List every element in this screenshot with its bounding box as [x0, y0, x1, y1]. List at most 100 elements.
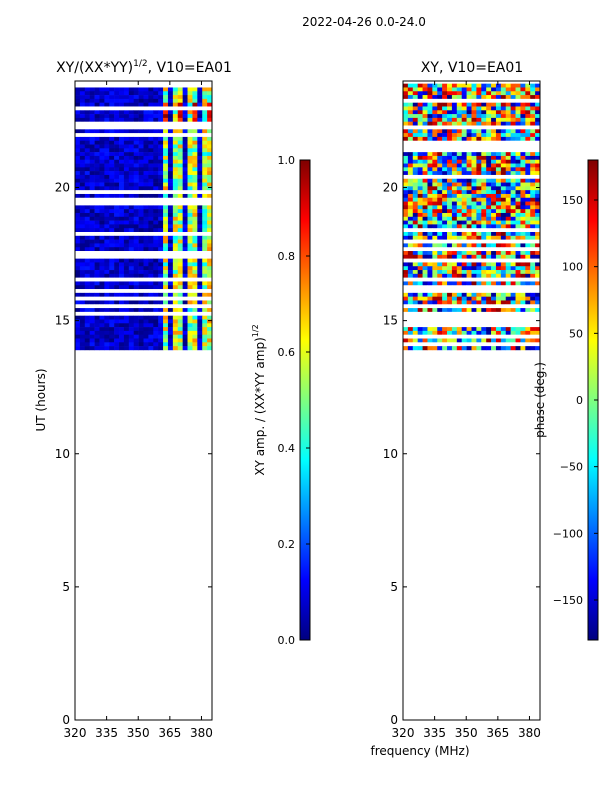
heatmap-cell: [84, 285, 90, 290]
heatmap-cell: [432, 197, 438, 202]
heatmap-cell: [456, 243, 463, 248]
heatmap-cell: [79, 190, 86, 195]
heatmap-cell: [476, 254, 482, 259]
heatmap-cell: [530, 152, 536, 157]
heatmap-cell: [403, 171, 409, 176]
heatmap-cell: [143, 209, 149, 214]
heatmap-cell: [172, 224, 179, 229]
heatmap-cell: [422, 258, 428, 263]
heatmap-cell: [432, 159, 438, 164]
heatmap-cell: [119, 91, 125, 96]
heatmap-cell: [104, 296, 110, 301]
heatmap-cell: [104, 197, 110, 202]
heatmap-cell: [163, 228, 169, 233]
heatmap-cell: [187, 163, 193, 168]
heatmap-cell: [520, 91, 526, 96]
heatmap-cell: [128, 190, 135, 195]
heatmap-cell: [486, 186, 492, 191]
heatmap-cell: [114, 277, 120, 282]
heatmap-cell: [167, 292, 174, 297]
heatmap-cell: [104, 292, 110, 297]
heatmap-cell: [163, 117, 169, 122]
heatmap-cell: [167, 212, 174, 218]
heatmap-cell: [167, 319, 174, 324]
heatmap-cell: [109, 110, 115, 115]
heatmap-cell: [520, 178, 526, 183]
heatmap-cell: [476, 266, 482, 271]
heatmap-cell: [158, 212, 164, 218]
heatmap-cell: [437, 129, 443, 134]
heatmap-cell: [202, 129, 208, 134]
heatmap-cell: [495, 98, 502, 103]
heatmap-cell: [456, 258, 463, 263]
heatmap-cell: [515, 167, 521, 172]
heatmap-cell: [202, 311, 208, 316]
heatmap-cell: [495, 292, 502, 297]
heatmap-cell: [403, 110, 409, 115]
heatmap-cell: [412, 148, 418, 153]
heatmap-cell: [491, 98, 497, 103]
heatmap-cell: [403, 205, 409, 210]
heatmap-cell: [114, 178, 120, 183]
heatmap-cell: [530, 235, 536, 240]
heatmap-cell: [461, 273, 467, 278]
heatmap-cell: [491, 258, 497, 263]
heatmap-cell: [123, 106, 130, 111]
heatmap-cell: [94, 171, 100, 176]
heatmap-cell: [119, 220, 125, 225]
heatmap-cell: [123, 315, 130, 320]
phase-ytick-label: 0: [390, 713, 398, 727]
heatmap-cell: [471, 228, 477, 233]
heatmap-cell: [442, 171, 448, 176]
heatmap-cell: [530, 159, 536, 164]
heatmap-cell: [476, 323, 482, 328]
heatmap-cell: [505, 140, 511, 145]
phase-ytick-label: 10: [383, 447, 398, 461]
heatmap-cell: [447, 300, 453, 305]
heatmap-cell: [407, 98, 414, 103]
heatmap-cell: [153, 251, 159, 256]
heatmap-cell: [163, 110, 169, 115]
heatmap-cell: [422, 308, 428, 313]
heatmap-cell: [167, 224, 174, 229]
heatmap-cell: [192, 330, 198, 335]
heatmap-cell: [422, 171, 428, 176]
heatmap-cell: [486, 159, 492, 164]
heatmap-cell: [177, 171, 183, 176]
heatmap-cell: [79, 102, 86, 107]
heatmap-cell: [422, 319, 428, 324]
heatmap-cell: [177, 296, 183, 301]
amplitude-ratio-panel: XY/(XX*YY)1/2, V10=EA01 320 335 350 365 3800…: [34, 59, 232, 740]
heatmap-cell: [114, 159, 120, 164]
heatmap-cell: [500, 205, 507, 210]
heatmap-cell: [442, 243, 448, 248]
heatmap-cell: [192, 174, 198, 180]
heatmap-cell: [486, 155, 492, 161]
heatmap-cell: [481, 292, 487, 297]
heatmap-cell: [403, 197, 409, 202]
heatmap-cell: [481, 273, 487, 278]
heatmap-cell: [432, 212, 438, 218]
heatmap-cell: [510, 232, 516, 237]
heatmap-cell: [123, 117, 130, 122]
heatmap-cell: [197, 228, 203, 233]
heatmap-cell: [427, 91, 433, 96]
heatmap-cell: [89, 235, 95, 240]
heatmap-cell: [427, 209, 433, 214]
heatmap-cell: [442, 209, 448, 214]
heatmap-cell: [407, 117, 414, 122]
heatmap-cell: [167, 323, 174, 328]
heatmap-cell: [133, 95, 139, 100]
heatmap-cell: [505, 224, 511, 229]
heatmap-cell: [89, 136, 95, 142]
heatmap-cell: [510, 251, 516, 256]
heatmap-cell: [407, 136, 414, 142]
heatmap-cell: [192, 133, 198, 138]
heatmap-cell: [486, 125, 492, 130]
heatmap-cell: [104, 273, 110, 278]
heatmap-cell: [505, 102, 511, 107]
heatmap-cell: [500, 266, 507, 271]
heatmap-cell: [422, 190, 428, 195]
heatmap-cell: [447, 342, 453, 347]
